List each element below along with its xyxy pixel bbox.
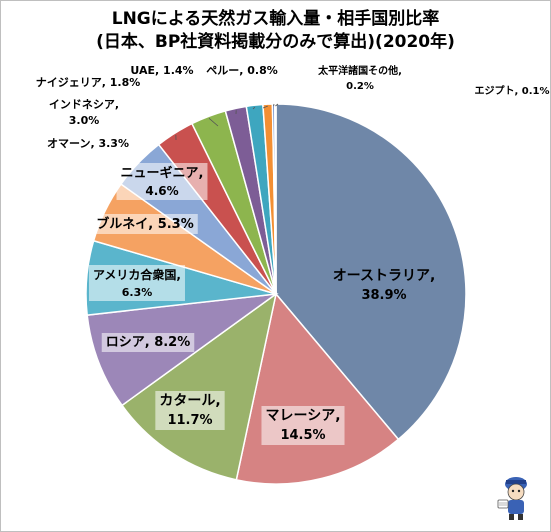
slice-label: ペルー, 0.8% — [206, 64, 278, 77]
slice-name-label: ナイジェリア, 1.8% — [36, 76, 141, 89]
slice-label: エジプト, 0.1% — [474, 84, 549, 97]
slice-label: オマーン, 3.3% — [47, 137, 129, 150]
slice-label: UAE, 1.4% — [130, 64, 193, 77]
pie-slice — [120, 292, 278, 481]
label-box — [101, 333, 195, 352]
slice-pct-label: 0.2% — [346, 81, 374, 92]
chart-title: LNGによる天然ガス輸入量・相手国別比率 (日本、BP社資料掲載分のみで算出)(… — [0, 8, 551, 54]
slice-label: ナイジェリア, 1.8% — [36, 76, 141, 89]
label-box — [261, 406, 345, 445]
slice-name-label: オマーン, 3.3% — [47, 137, 129, 150]
slice-pct-label: 11.7% — [167, 413, 212, 428]
slice-label: 太平洋諸国その他, 0.2% — [317, 64, 402, 92]
slice-pct-label: 6.3% — [122, 286, 153, 299]
leader-lines — [175, 103, 279, 141]
slice-name-label: マレーシア, — [265, 408, 340, 424]
pie-slice — [274, 103, 277, 295]
slice-label: ロシア, 8.2% — [101, 333, 195, 352]
slice-label: オーストラリア, 38.9% — [333, 268, 436, 303]
slice-name-label: UAE, 1.4% — [130, 64, 193, 77]
leader-line — [208, 118, 219, 127]
slice-label: アメリカ合衆国, 6.3% — [89, 265, 185, 301]
slice-name-label: ロシア, 8.2% — [106, 335, 191, 350]
slice-labels: オーストラリア, 38.9% マレーシア, 14.5% カタール, 11.7% ロシア, 8… — [36, 64, 550, 445]
slice-name-label: アメリカ合衆国, — [93, 267, 181, 282]
slice-name-label: ブルネイ, 5.3% — [96, 216, 194, 232]
slice-name-label: ペルー, 0.8% — [206, 64, 278, 77]
slice-label: ニューギニア, 4.6% — [116, 163, 208, 200]
label-box — [92, 214, 198, 234]
slice-name-label: ニューギニア, — [121, 165, 204, 181]
slice-name-label: 太平洋諸国その他, — [317, 64, 402, 77]
leader-line — [262, 105, 268, 109]
slice-label: インドネシア, 3.0% — [49, 98, 119, 127]
chart-title-line1: LNGによる天然ガス輸入量・相手国別比率 — [111, 9, 440, 29]
leader-line — [252, 106, 256, 110]
slice-label: カタール, 11.7% — [155, 391, 225, 430]
chart-title-line2: (日本、BP社資料掲載分のみで算出)(2020年) — [96, 32, 455, 52]
label-box — [89, 265, 185, 301]
slice-name-label: インドネシア, — [49, 98, 119, 111]
slice-pct-label: 4.6% — [145, 184, 178, 198]
slice-name-label: オーストラリア, — [333, 268, 436, 284]
mascot-logo — [497, 477, 527, 520]
label-box — [116, 163, 208, 200]
label-box — [155, 391, 225, 430]
slice-name-label: エジプト, 0.1% — [474, 84, 549, 97]
pie-slice — [275, 103, 467, 441]
slice-pct-label: 14.5% — [280, 428, 325, 443]
slice-name-label: カタール, — [159, 393, 220, 409]
slice-pct-label: 3.0% — [69, 114, 100, 127]
slice-pct-label: 38.9% — [361, 288, 406, 303]
slice-label: マレーシア, 14.5% — [261, 406, 345, 445]
slice-label: ブルネイ, 5.3% — [92, 214, 198, 234]
leader-line — [275, 103, 279, 107]
